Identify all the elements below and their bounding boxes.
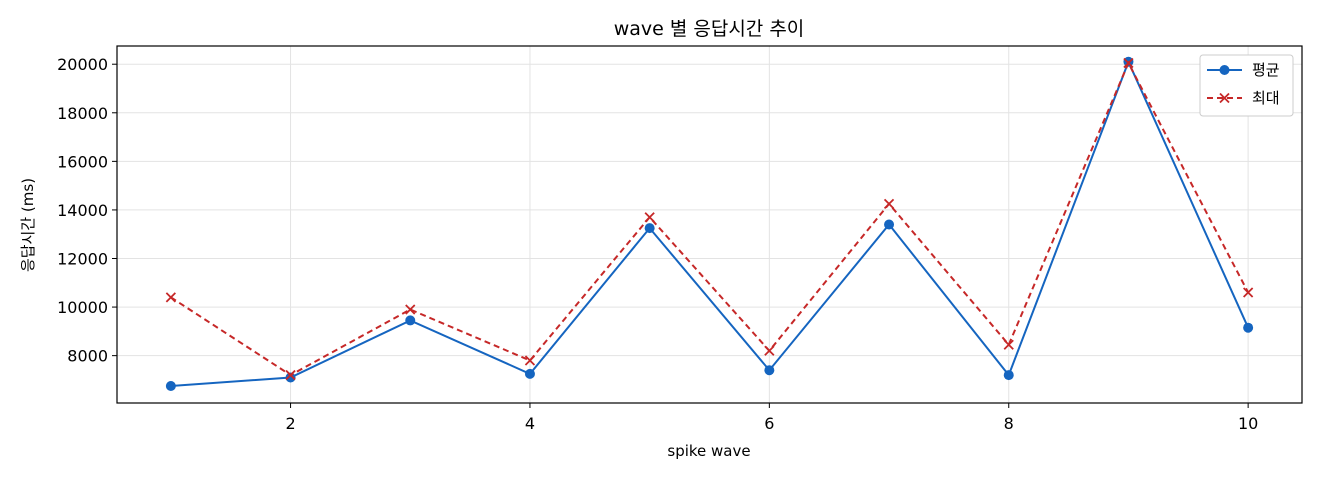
legend-marker-max xyxy=(1219,92,1230,104)
data-point-max xyxy=(405,304,416,315)
legend-marker-avg xyxy=(1219,65,1230,75)
series-line-max xyxy=(170,60,1250,377)
data-point-avg xyxy=(524,368,535,379)
y-tick-label: 18000 xyxy=(57,104,108,123)
data-point-avg xyxy=(764,365,775,376)
data-point-avg xyxy=(644,223,655,234)
y-tick-label: 8000 xyxy=(67,347,108,366)
legend: 평균 최대 xyxy=(1199,54,1294,117)
data-point-avg xyxy=(1003,370,1014,381)
legend-label-avg: 평균 xyxy=(1252,61,1280,79)
y-axis-label: 응답시간 (ms) xyxy=(19,178,37,272)
data-point-max xyxy=(1243,287,1254,298)
data-point-avg xyxy=(285,372,296,383)
data-point-max xyxy=(165,292,177,303)
x-tick-label: 2 xyxy=(285,414,295,433)
plot-area xyxy=(116,45,1303,404)
y-tick-label: 16000 xyxy=(57,152,108,171)
series-line-avg xyxy=(170,59,1250,387)
x-tick-label: 8 xyxy=(1004,414,1014,433)
data-point-max xyxy=(524,355,536,366)
y-tick-label: 10000 xyxy=(57,298,108,317)
data-point-avg xyxy=(165,381,176,391)
ticks: 2 4 6 8 10 8000 10000 12000 14000 16000 18000 20000 xyxy=(57,55,1258,433)
data-point-avg xyxy=(884,219,895,230)
chart-title: wave 별 응답시간 추이 xyxy=(614,18,805,40)
series-layer xyxy=(165,56,1254,391)
x-tick-label: 6 xyxy=(764,414,774,433)
x-axis-label: spike wave xyxy=(667,442,750,460)
data-point-max xyxy=(1003,339,1014,350)
data-point-max xyxy=(883,198,895,209)
grid xyxy=(117,46,1302,403)
data-point-avg xyxy=(1243,322,1254,333)
y-tick-label: 12000 xyxy=(57,250,108,269)
data-point-avg xyxy=(405,315,416,326)
data-point-max xyxy=(285,369,296,381)
data-point-max xyxy=(644,212,655,223)
y-tick-label: 14000 xyxy=(57,201,108,220)
y-tick-label: 20000 xyxy=(57,55,108,74)
data-point-max xyxy=(1123,57,1134,69)
x-tick-label: 4 xyxy=(525,414,535,433)
x-tick-label: 10 xyxy=(1238,414,1258,433)
data-point-max xyxy=(764,345,775,356)
legend-label-max: 최대 xyxy=(1252,89,1280,107)
